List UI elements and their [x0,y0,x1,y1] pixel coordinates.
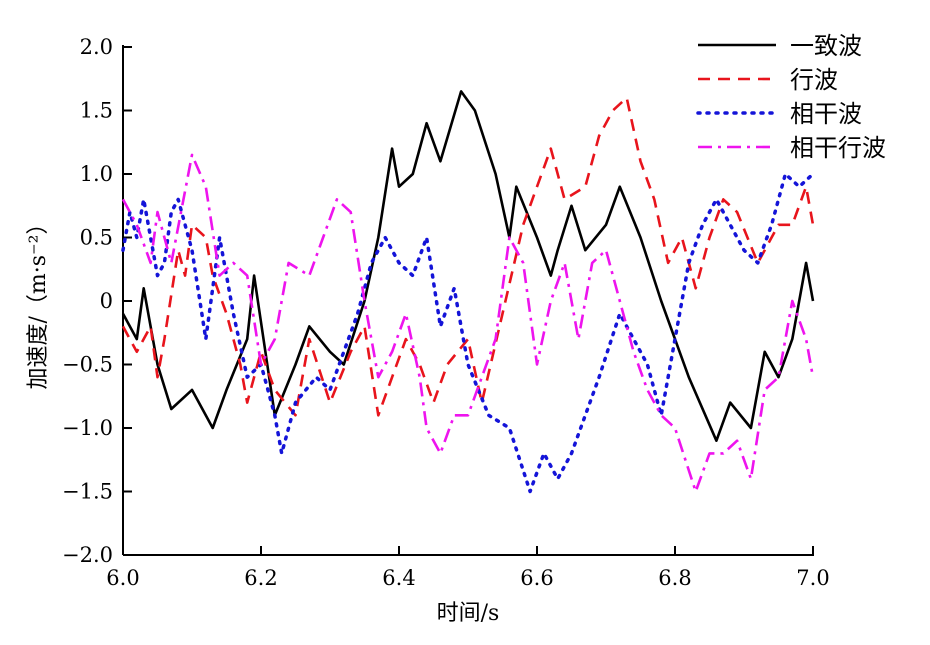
x-tick-label: 6.0 [106,566,139,590]
x-axis-label: 时间/s [437,601,500,626]
y-tick-label: 2.0 [80,35,113,59]
series-group [121,90,815,494]
x-tick-label: 6.6 [520,566,553,590]
y-tick-label: −1.5 [62,480,113,504]
y-tick-label: −2.0 [62,543,113,567]
series-line-2 [121,96,815,417]
x-tick-label: 7.0 [796,566,829,590]
y-tick-label: 0 [100,289,113,313]
y-axis-label: 加速度/（m·s⁻²） [26,213,51,390]
axes: 2.0 1.5 1.0 0.5 0 −0.5 −1.0 −1.5 −2.06.0 6.2 6.4 6.… [62,35,830,590]
series-line-3 [121,172,815,494]
y-tick-label: −0.5 [62,353,113,377]
x-tick-label: 6.4 [382,566,415,590]
series-line-1 [121,90,815,443]
y-tick-label: −1.0 [62,416,113,440]
legend-label-1: 一致波 [790,32,862,60]
y-tick-label: 1.0 [80,162,113,186]
x-tick-label: 6.8 [658,566,691,590]
legend-label-2: 行波 [790,66,838,94]
x-tick-label: 6.2 [244,566,277,590]
y-tick-label: 0.5 [80,226,113,250]
y-tick-label: 1.5 [80,99,113,123]
legend-label-4: 相干行波 [790,134,886,162]
series-line-4 [121,153,815,493]
legend-label-3: 相干波 [790,100,862,128]
